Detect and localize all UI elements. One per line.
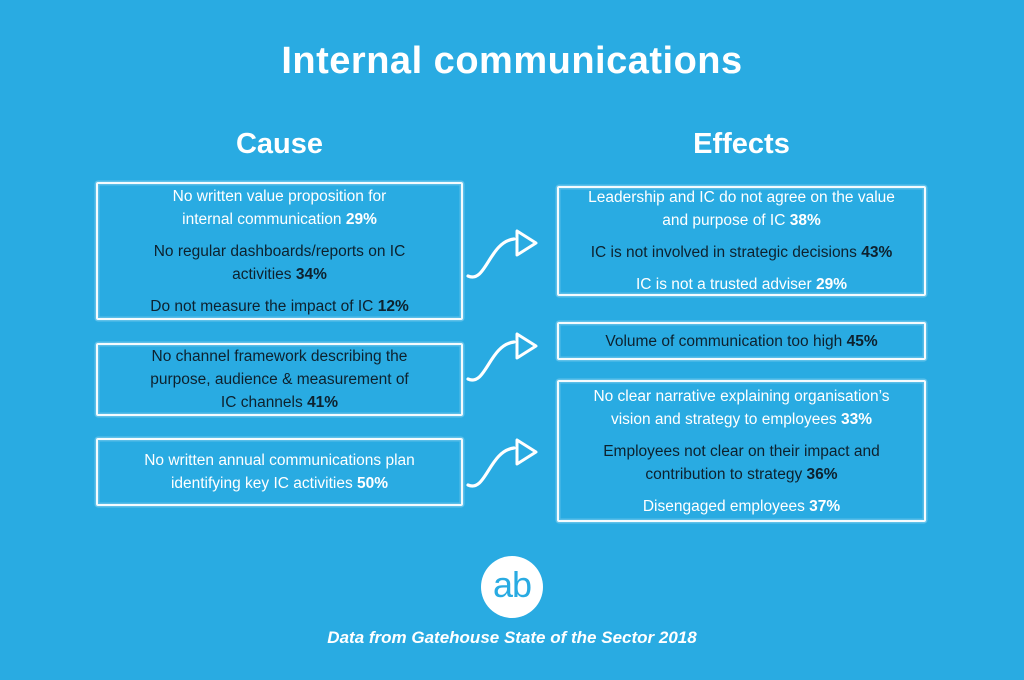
stat-text: IC is not a trusted adviser (635, 276, 812, 293)
stat-text: No regular dashboards/reports on IC acti… (153, 242, 406, 283)
stat-text: No clear narrative explaining organisati… (593, 387, 890, 428)
effect-box: Volume of communication too high 45% (557, 322, 926, 360)
ab-logo: ab (481, 556, 543, 618)
stat-text: Disengaged employees (642, 497, 805, 515)
stat-item: No written value proposition for interna… (173, 185, 387, 231)
stat-item: Disengaged employees 37% (643, 495, 840, 518)
stat-text: No written value proposition for interna… (172, 187, 387, 228)
cause-heading: Cause (235, 128, 324, 160)
flow-arrow-icon (466, 229, 538, 279)
stat-item: IC is not a trusted adviser 29% (635, 273, 848, 294)
effect-box: Leadership and IC do not agree on the va… (557, 186, 926, 296)
stat-item: Do not measure the impact of IC 12% (150, 295, 408, 318)
stat-value: 43% (861, 244, 893, 261)
stat-text: No channel framework describing the purp… (150, 348, 409, 411)
stat-value: 37% (809, 497, 841, 515)
stat-item: No clear narrative explaining organisati… (593, 385, 889, 431)
stat-value: 29% (345, 210, 377, 228)
stat-value: 34% (295, 265, 327, 283)
stat-value: 38% (789, 212, 821, 229)
stat-value: 29% (816, 276, 848, 293)
cause-box: No written annual communications plan id… (96, 438, 463, 506)
stat-item: No regular dashboards/reports on IC acti… (154, 240, 406, 286)
effect-box: No clear narrative explaining organisati… (557, 380, 926, 522)
stat-value: 45% (846, 332, 878, 350)
stat-item: Volume of communication too high 45% (605, 330, 877, 353)
cause-box: No written value proposition for interna… (96, 182, 463, 320)
stat-text: Leadership and IC do not agree on the va… (588, 189, 895, 229)
stat-text: No written annual communications plan id… (144, 452, 415, 492)
stat-value: 33% (841, 410, 873, 428)
stat-value: 50% (357, 475, 389, 492)
source-attribution: Data from Gatehouse State of the Sector … (327, 628, 697, 647)
stat-item: Employees not clear on their impact and … (603, 440, 880, 486)
page-title: Internal communications (281, 40, 743, 82)
stat-item: IC is not involved in strategic decision… (591, 241, 893, 264)
effects-heading: Effects (693, 128, 790, 160)
cause-box: No channel framework describing the purp… (96, 343, 463, 416)
stat-text: Employees not clear on their impact and … (603, 442, 880, 483)
stat-value: 36% (806, 465, 838, 483)
stat-value: 12% (377, 297, 409, 315)
flow-arrow-icon (466, 438, 538, 488)
stat-text: IC is not involved in strategic decision… (590, 244, 857, 261)
flow-arrow-icon (466, 332, 538, 382)
stat-item: No channel framework describing the purp… (150, 345, 409, 414)
stat-value: 41% (307, 394, 339, 411)
stat-item: No written annual communications plan id… (144, 449, 415, 495)
stat-text: Volume of communication too high (605, 332, 843, 350)
ab-logo-text: ab (492, 564, 532, 605)
stat-text: Do not measure the impact of IC (150, 297, 374, 315)
stat-item: Leadership and IC do not agree on the va… (588, 188, 895, 232)
